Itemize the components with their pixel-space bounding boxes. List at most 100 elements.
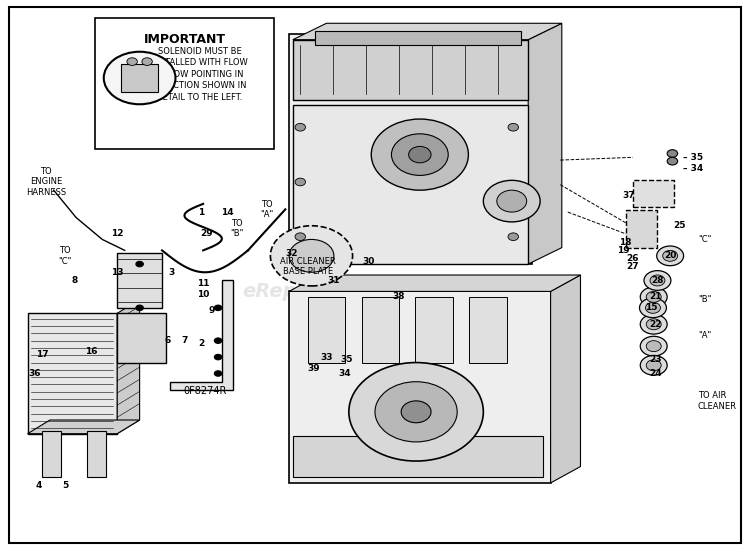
FancyBboxPatch shape	[87, 431, 106, 477]
Circle shape	[214, 371, 222, 376]
FancyBboxPatch shape	[289, 292, 550, 483]
Text: TO AIR
CLEANER: TO AIR CLEANER	[698, 391, 736, 410]
FancyBboxPatch shape	[292, 40, 528, 100]
Text: 22: 22	[649, 320, 662, 329]
Polygon shape	[289, 275, 580, 292]
Text: 17: 17	[36, 350, 49, 359]
Text: "B": "B"	[698, 295, 711, 304]
Text: 38: 38	[393, 293, 405, 301]
Text: IMPORTANT: IMPORTANT	[143, 33, 226, 46]
Text: 2: 2	[199, 339, 205, 348]
Text: 16: 16	[85, 347, 98, 356]
Circle shape	[650, 275, 665, 286]
Text: 32: 32	[285, 249, 298, 257]
Circle shape	[668, 150, 678, 157]
Text: 12: 12	[111, 229, 124, 239]
Circle shape	[214, 354, 222, 360]
Polygon shape	[550, 275, 580, 483]
FancyBboxPatch shape	[626, 211, 658, 248]
Text: 35: 35	[340, 355, 352, 364]
Polygon shape	[292, 23, 562, 40]
Polygon shape	[170, 280, 233, 390]
Text: 4: 4	[35, 481, 42, 490]
Circle shape	[349, 362, 483, 461]
Text: 10: 10	[197, 290, 209, 299]
FancyBboxPatch shape	[362, 297, 399, 362]
Circle shape	[136, 261, 143, 267]
Circle shape	[640, 336, 668, 356]
Circle shape	[401, 401, 431, 423]
Text: 6: 6	[164, 336, 170, 345]
FancyBboxPatch shape	[43, 431, 62, 477]
FancyBboxPatch shape	[117, 314, 166, 362]
Circle shape	[371, 119, 469, 190]
Circle shape	[127, 58, 137, 65]
Text: 13: 13	[111, 268, 124, 277]
Circle shape	[640, 287, 668, 307]
Circle shape	[508, 233, 518, 240]
Circle shape	[646, 360, 662, 371]
FancyBboxPatch shape	[308, 297, 345, 362]
Circle shape	[646, 302, 661, 313]
FancyBboxPatch shape	[292, 437, 543, 477]
Circle shape	[136, 305, 143, 311]
Text: 25: 25	[674, 221, 686, 230]
Text: 3: 3	[169, 268, 175, 277]
Circle shape	[640, 355, 668, 375]
Text: 21: 21	[649, 293, 662, 301]
Text: 19: 19	[616, 246, 629, 255]
Text: 34: 34	[339, 369, 352, 378]
Circle shape	[646, 319, 662, 329]
Circle shape	[409, 146, 431, 163]
Text: AIR CLEANER
BASE PLATE: AIR CLEANER BASE PLATE	[280, 257, 336, 277]
Text: 28: 28	[651, 276, 664, 285]
Circle shape	[640, 315, 668, 334]
Text: "A": "A"	[698, 331, 711, 340]
FancyBboxPatch shape	[470, 297, 506, 362]
FancyBboxPatch shape	[633, 180, 674, 207]
Circle shape	[142, 58, 152, 65]
Text: 29: 29	[200, 229, 213, 239]
Text: 8: 8	[71, 276, 78, 285]
Circle shape	[214, 338, 222, 343]
Text: "C": "C"	[698, 235, 711, 244]
Text: SOLENOID MUST BE
INSTALLED WITH FLOW
ARROW POINTING IN
DIRECTION SHOWN IN
DETAIL: SOLENOID MUST BE INSTALLED WITH FLOW ARR…	[151, 47, 248, 102]
FancyBboxPatch shape	[416, 297, 453, 362]
Text: TO
"B": TO "B"	[230, 219, 244, 238]
Text: 20: 20	[664, 251, 676, 260]
Circle shape	[646, 292, 662, 302]
Text: 26: 26	[626, 254, 639, 263]
Circle shape	[289, 239, 334, 272]
Text: eReplacementParts.com: eReplacementParts.com	[242, 282, 508, 301]
Text: 7: 7	[182, 336, 188, 345]
Circle shape	[295, 233, 305, 240]
Circle shape	[663, 250, 677, 261]
Text: TO
"C": TO "C"	[58, 246, 71, 266]
Circle shape	[483, 180, 540, 222]
Text: 11: 11	[197, 279, 209, 288]
Text: 1: 1	[199, 207, 205, 217]
Text: 14: 14	[221, 207, 234, 217]
Circle shape	[644, 271, 671, 290]
Text: 37: 37	[622, 191, 635, 200]
Text: 18: 18	[619, 238, 632, 246]
Text: TO
ENGINE
HARNESS: TO ENGINE HARNESS	[26, 167, 66, 197]
Text: 24: 24	[649, 369, 662, 378]
Circle shape	[104, 52, 176, 104]
FancyBboxPatch shape	[94, 18, 274, 149]
Text: 27: 27	[626, 262, 639, 271]
Circle shape	[646, 340, 662, 351]
Text: 15: 15	[645, 304, 658, 312]
Text: TO
"A": TO "A"	[260, 200, 273, 219]
Polygon shape	[315, 31, 520, 45]
FancyBboxPatch shape	[289, 34, 532, 264]
Polygon shape	[528, 23, 562, 264]
Text: 31: 31	[328, 276, 340, 285]
Circle shape	[657, 246, 683, 266]
Circle shape	[295, 178, 305, 186]
Text: 33: 33	[320, 353, 333, 361]
Text: 30: 30	[363, 257, 375, 266]
Circle shape	[271, 226, 352, 286]
Circle shape	[392, 134, 448, 175]
FancyBboxPatch shape	[292, 106, 528, 264]
